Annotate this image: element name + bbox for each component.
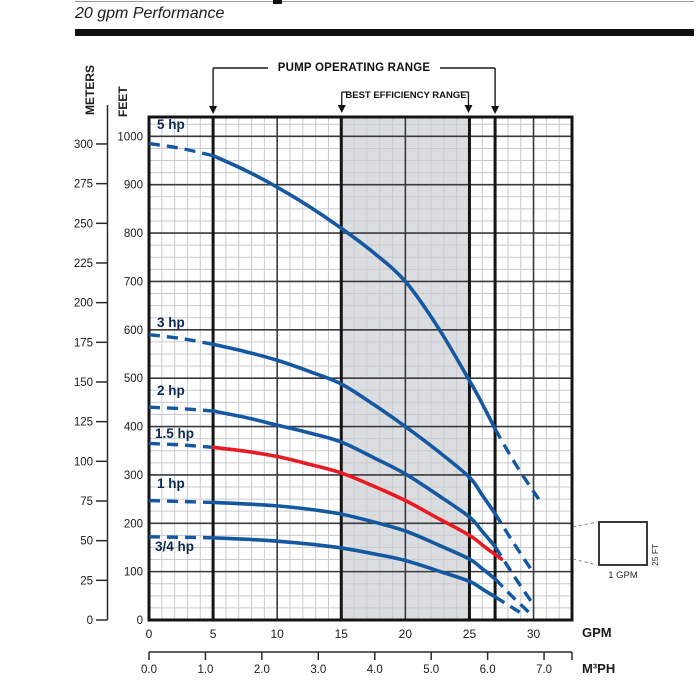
- scale-legend-box: [598, 521, 648, 566]
- svg-text:1.0: 1.0: [197, 664, 213, 676]
- title-divider-bar: [75, 29, 694, 36]
- svg-text:30: 30: [527, 627, 541, 641]
- gpm-unit-label: GPM: [582, 625, 612, 640]
- top-edge-mark: [273, 0, 282, 4]
- svg-text:175: 175: [74, 337, 93, 349]
- svg-text:125: 125: [74, 417, 93, 429]
- svg-text:300: 300: [74, 139, 93, 151]
- curve-label-3hp: 3 hp: [157, 315, 185, 330]
- svg-text:15: 15: [335, 627, 349, 641]
- svg-text:800: 800: [124, 228, 143, 240]
- svg-text:400: 400: [124, 422, 143, 434]
- curve-label-5hp: 5 hp: [157, 117, 185, 132]
- svg-text:3.0: 3.0: [310, 664, 326, 676]
- svg-text:900: 900: [124, 180, 143, 192]
- m3ph-unit-label: M³PH: [582, 661, 616, 676]
- svg-text:100: 100: [124, 567, 143, 579]
- svg-text:2.0: 2.0: [254, 664, 270, 676]
- svg-text:50: 50: [80, 536, 93, 548]
- svg-text:5: 5: [210, 627, 217, 641]
- svg-text:0.0: 0.0: [141, 664, 157, 676]
- curve-label-1hp: 1 hp: [157, 476, 185, 491]
- svg-text:600: 600: [124, 325, 143, 337]
- svg-text:0: 0: [87, 615, 93, 627]
- svg-text:7.0: 7.0: [536, 664, 552, 676]
- svg-text:25: 25: [463, 627, 477, 641]
- svg-text:10: 10: [271, 627, 285, 641]
- svg-text:275: 275: [74, 179, 93, 191]
- top-rule: [75, 1, 694, 2]
- svg-text:1000: 1000: [117, 131, 143, 143]
- svg-text:0: 0: [146, 627, 153, 641]
- page-title: 20 gpm Performance: [75, 5, 225, 22]
- scale-legend-ft-label: 25 FT: [650, 543, 660, 566]
- svg-text:100: 100: [74, 456, 93, 468]
- svg-text:4.0: 4.0: [367, 664, 383, 676]
- curve-label-3-4hp: 3/4 hp: [155, 539, 195, 554]
- svg-text:150: 150: [74, 377, 93, 389]
- svg-text:200: 200: [124, 518, 143, 530]
- pump-operating-range-label: PUMP OPERATING RANGE: [277, 62, 431, 74]
- best-efficiency-range-label: BEST EFFICIENCY RANGE: [345, 90, 467, 101]
- curve-label-1-5hp: 1.5 hp: [155, 426, 195, 441]
- svg-text:6.0: 6.0: [480, 664, 496, 676]
- svg-text:225: 225: [74, 258, 93, 270]
- svg-text:5.0: 5.0: [423, 664, 439, 676]
- svg-text:200: 200: [74, 298, 93, 310]
- svg-text:0: 0: [137, 615, 143, 627]
- svg-text:300: 300: [124, 470, 143, 482]
- svg-text:700: 700: [124, 276, 143, 288]
- svg-text:75: 75: [80, 496, 93, 508]
- svg-text:25: 25: [80, 575, 93, 587]
- svg-text:20: 20: [399, 627, 413, 641]
- curve-label-2hp: 2 hp: [157, 383, 185, 398]
- svg-text:250: 250: [74, 218, 93, 230]
- scale-legend-gpm-label: 1 GPM: [608, 570, 638, 581]
- svg-text:500: 500: [124, 373, 143, 385]
